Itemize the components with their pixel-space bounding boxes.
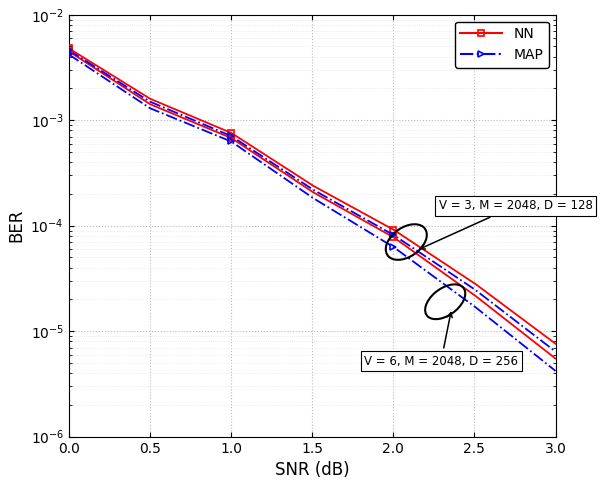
Text: V = 3, M = 2048, D = 128: V = 3, M = 2048, D = 128 bbox=[420, 199, 593, 249]
Legend: NN, MAP: NN, MAP bbox=[455, 22, 548, 68]
X-axis label: SNR (dB): SNR (dB) bbox=[275, 461, 350, 479]
Text: V = 6, M = 2048, D = 256: V = 6, M = 2048, D = 256 bbox=[364, 312, 518, 367]
Y-axis label: BER: BER bbox=[7, 209, 25, 243]
